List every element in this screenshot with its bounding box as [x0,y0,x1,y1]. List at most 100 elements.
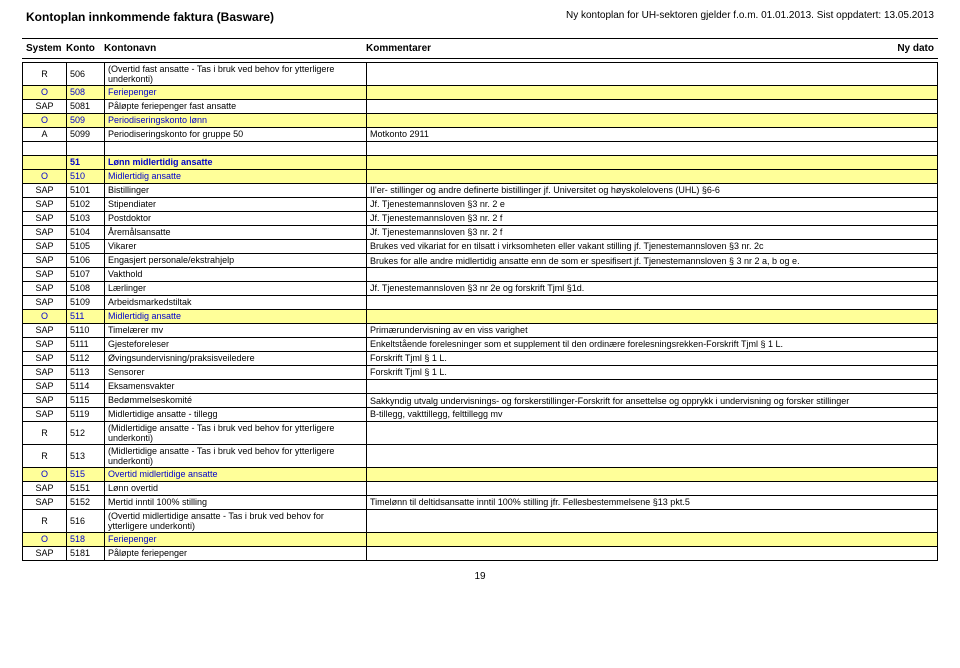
cell-kontonavn: Gjesteforeleser [105,338,367,352]
cell-kontonavn: Mertid inntil 100% stilling [105,496,367,510]
cell-kommentar: Brukes for alle andre midlertidig ansatt… [367,254,938,268]
cell-kontonavn: Påløpte feriepenger [105,547,367,561]
cell-kontonavn: (Midlertidige ansatte - Tas i bruk ved b… [105,445,367,468]
kontoplan-table: R506(Overtid fast ansatte - Tas i bruk v… [22,62,938,561]
cell-system: SAP [23,282,67,296]
table-row: R516(Overtid midlertidige ansatte - Tas … [23,510,938,533]
cell-konto: 5107 [67,268,105,282]
col-header-kontonavn: Kontonavn [104,43,366,54]
table-row: SAP5115BedømmelseskomitéSakkyndig utvalg… [23,394,938,408]
title-right: Ny kontoplan for UH-sektoren gjelder f.o… [566,10,934,24]
blank-cell [67,142,105,156]
cell-kontonavn: Engasjert personale/ekstrahjelp [105,254,367,268]
cell-kontonavn: (Midlertidige ansatte - Tas i bruk ved b… [105,422,367,445]
cell-konto: 5181 [67,547,105,561]
table-row: O515Overtid midlertidige ansatte [23,468,938,482]
cell-kommentar: Jf. Tjenestemannsloven §3 nr. 2 e [367,198,938,212]
cell-system: O [23,170,67,184]
cell-konto: 5102 [67,198,105,212]
cell-konto: 5106 [67,254,105,268]
cell-kommentar: II'er- stillinger og andre definerte bis… [367,184,938,198]
cell-kontonavn: Sensorer [105,366,367,380]
cell-konto: 516 [67,510,105,533]
table-row: O518Feriepenger [23,533,938,547]
cell-kommentar [367,310,938,324]
cell-kontonavn: (Overtid midlertidige ansatte - Tas i br… [105,510,367,533]
table-row: SAP5108LærlingerJf. Tjenestemannsloven §… [23,282,938,296]
cell-kommentar: Enkeltstående forelesninger som et suppl… [367,338,938,352]
table-row: SAP5112Øvingsundervisning/praksisveilede… [23,352,938,366]
table-row: SAP5114Eksamensvakter [23,380,938,394]
cell-konto: 5152 [67,496,105,510]
cell-kontonavn: Åremålsansatte [105,226,367,240]
cell-system: SAP [23,394,67,408]
cell-konto: 518 [67,533,105,547]
cell-kontonavn: Periodiseringskonto for gruppe 50 [105,128,367,142]
table-row: R513(Midlertidige ansatte - Tas i bruk v… [23,445,938,468]
cell-kommentar [367,547,938,561]
cell-system: SAP [23,254,67,268]
col-header-system: System [22,43,66,54]
cell-kommentar [367,63,938,86]
cell-kommentar [367,468,938,482]
cell-system: R [23,445,67,468]
cell-system: SAP [23,352,67,366]
table-row: O509Periodiseringskonto lønn [23,114,938,128]
cell-system: SAP [23,482,67,496]
title-left: Kontoplan innkommende faktura (Basware) [26,10,274,24]
table-row: SAP5181Påløpte feriepenger [23,547,938,561]
cell-kommentar [367,100,938,114]
table-row: SAP5101BistillingerII'er- stillinger og … [23,184,938,198]
cell-system: SAP [23,338,67,352]
cell-kontonavn: Postdoktor [105,212,367,226]
cell-kontonavn: Bistillinger [105,184,367,198]
cell-kontonavn: Periodiseringskonto lønn [105,114,367,128]
blank-cell [367,142,938,156]
cell-konto: 510 [67,170,105,184]
cell-kontonavn: Arbeidsmarkedstiltak [105,296,367,310]
table-row: SAP5104ÅremålsansatteJf. Tjenestemannslo… [23,226,938,240]
cell-konto: 5101 [67,184,105,198]
cell-kommentar: B-tillegg, vakttillegg, felttillegg mv [367,408,938,422]
table-row: O508Feriepenger [23,86,938,100]
cell-system: SAP [23,226,67,240]
table-row: R506(Overtid fast ansatte - Tas i bruk v… [23,63,938,86]
cell-kommentar [367,482,938,496]
cell-system: A [23,128,67,142]
cell-kontonavn: Timelærer mv [105,324,367,338]
table-row: SAP5119Midlertidige ansatte - tilleggB-t… [23,408,938,422]
cell-konto: 5112 [67,352,105,366]
cell-kommentar: Forskrift Tjml § 1 L. [367,352,938,366]
cell-kontonavn: Påløpte feriepenger fast ansatte [105,100,367,114]
cell-system: SAP [23,380,67,394]
page-number: 19 [22,571,938,582]
cell-konto: 5119 [67,408,105,422]
cell-kommentar: Jf. Tjenestemannsloven §3 nr 2e og forsk… [367,282,938,296]
cell-konto: 5114 [67,380,105,394]
cell-kontonavn: Stipendiater [105,198,367,212]
cell-konto: 5113 [67,366,105,380]
cell-system: SAP [23,408,67,422]
column-header-row: System Konto Kontonavn Kommentarer Ny da… [22,38,938,59]
table-row: SAP5152Mertid inntil 100% stillingTimelø… [23,496,938,510]
cell-kontonavn: Bedømmelseskomité [105,394,367,408]
cell-kontonavn: Feriepenger [105,86,367,100]
table-row: SAP5109Arbeidsmarkedstiltak [23,296,938,310]
cell-kommentar: Brukes ved vikariat for en tilsatt i vir… [367,240,938,254]
cell-system: SAP [23,366,67,380]
cell-kommentar [367,170,938,184]
cell-kontonavn: Midlertidige ansatte - tillegg [105,408,367,422]
cell-system: SAP [23,240,67,254]
cell-kommentar: Primærundervisning av en viss varighet [367,324,938,338]
cell-kommentar [367,510,938,533]
cell-kontonavn: Lønn overtid [105,482,367,496]
cell-system: SAP [23,198,67,212]
col-header-konto: Konto [66,43,104,54]
cell-konto: 513 [67,445,105,468]
cell-kommentar: Motkonto 2911 [367,128,938,142]
cell-konto: 5110 [67,324,105,338]
blank-cell [23,142,67,156]
cell-kommentar: Sakkyndig utvalg undervisnings- og forsk… [367,394,938,408]
cell-kommentar [367,86,938,100]
table-row: SAP5113SensorerForskrift Tjml § 1 L. [23,366,938,380]
